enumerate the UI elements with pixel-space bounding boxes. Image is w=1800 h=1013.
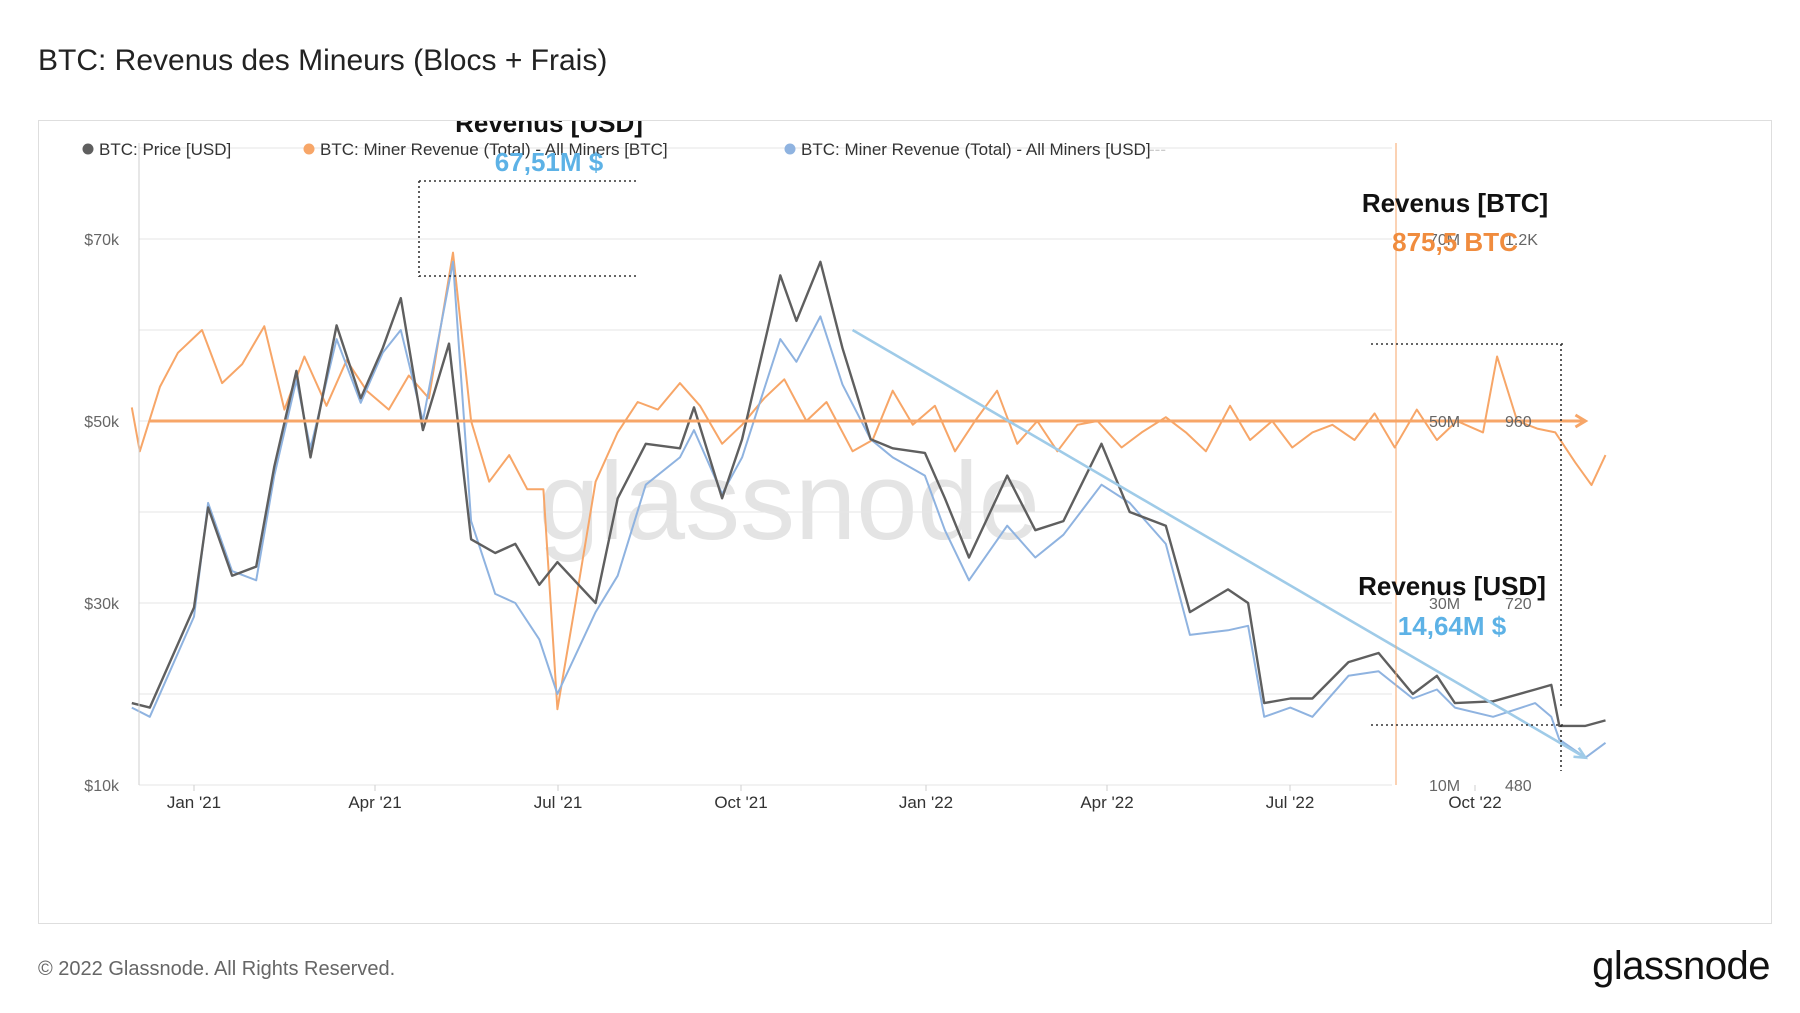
legend-dot-icon: [784, 143, 796, 155]
y-left-tick-label: $30k: [84, 596, 120, 613]
annotation-revenue-usd: Revenus [USD] 14,64M $: [1358, 571, 1565, 771]
legend-item-revenue-usd[interactable]: BTC: Miner Revenue (Total) - All Miners …: [784, 140, 1151, 159]
chart-svg: glassnode $10k $30k $50k $70k 10M 30M 50M 70M 48…: [82, 121, 1607, 812]
glassnode-logo: glassnode: [1592, 944, 1770, 988]
x-tick-label: Apr '21: [348, 793, 401, 812]
annotation-title: Revenus [USD]: [455, 121, 643, 138]
annotation-value: 67,51M $: [495, 147, 604, 177]
revenue-btc-series-line: [130, 251, 1607, 711]
revenue-usd-series-line: [131, 260, 1607, 759]
page-title: BTC: Revenus des Mineurs (Blocs + Frais): [38, 44, 608, 77]
y-right-usd-tick-label: 10M: [1429, 778, 1460, 795]
copyright-notice: © 2022 Glassnode. All Rights Reserved.: [38, 958, 396, 980]
price-series-line: [131, 260, 1606, 728]
x-tick-label: Jul '21: [534, 793, 583, 812]
legend-label: BTC: Price [USD]: [99, 140, 231, 159]
legend-dot-icon: [303, 143, 315, 155]
usd-trend-line: [851, 328, 1587, 759]
x-tick-label: Oct '21: [714, 793, 767, 812]
legend-item-extra[interactable]: ---: [1149, 140, 1166, 159]
watermark: glassnode: [538, 440, 1040, 563]
y-right-usd-tick-label: 50M: [1429, 414, 1460, 431]
legend-item-revenue-btc[interactable]: BTC: Miner Revenue (Total) - All Miners …: [303, 140, 668, 159]
annotation-revenue-usd: Revenus [USD] 67,51M $: [419, 121, 643, 277]
legend-dot-icon: [82, 143, 94, 155]
legend-label: BTC: Miner Revenue (Total) - All Miners …: [320, 140, 668, 159]
chart-container: glassnode $10k $30k $50k $70k 10M 30M 50M 70M 48…: [38, 120, 1772, 924]
x-tick-label: Jan '21: [167, 793, 221, 812]
y-right-btc-tick-label: 720: [1505, 596, 1532, 613]
btc-average-arrowhead: [1574, 413, 1589, 429]
legend-label: BTC: Miner Revenue (Total) - All Miners …: [801, 140, 1151, 159]
annotation-revenue-btc: Revenus [BTC]1182,1 BTC: [418, 180, 639, 277]
annotation-title: Revenus [BTC]: [1362, 188, 1548, 218]
y-right-usd-tick-label: 70M: [1429, 232, 1460, 249]
y-right-btc-tick-label: 960: [1505, 414, 1532, 431]
annotation-revenue-btc: Revenus [BTC] 875,5 BTC: [1362, 188, 1565, 708]
annotation-value: 875,5 BTC: [1392, 227, 1518, 257]
y-right-btc-tick-label: 480: [1505, 778, 1532, 795]
legend-item-price[interactable]: BTC: Price [USD]: [82, 140, 232, 159]
y-left-tick-label: $50k: [84, 414, 120, 431]
x-tick-label: Apr '22: [1080, 793, 1133, 812]
x-tick-label: Jul '22: [1266, 793, 1315, 812]
usd-trend-arrowhead: [1573, 747, 1589, 760]
y-right-btc-tick-label: 1.2K: [1505, 232, 1538, 249]
y-left-tick-label: $70k: [84, 232, 120, 249]
annotation-title: Revenus [USD]: [1358, 571, 1546, 601]
y-left-tick-label: $10k: [84, 778, 120, 795]
x-tick-label: Jan '22: [899, 793, 953, 812]
legend-label: ---: [1149, 140, 1166, 159]
annotation-value: 14,64M $: [1398, 611, 1507, 641]
x-tick-label: Oct '22: [1448, 793, 1501, 812]
y-right-usd-tick-label: 30M: [1429, 596, 1460, 613]
